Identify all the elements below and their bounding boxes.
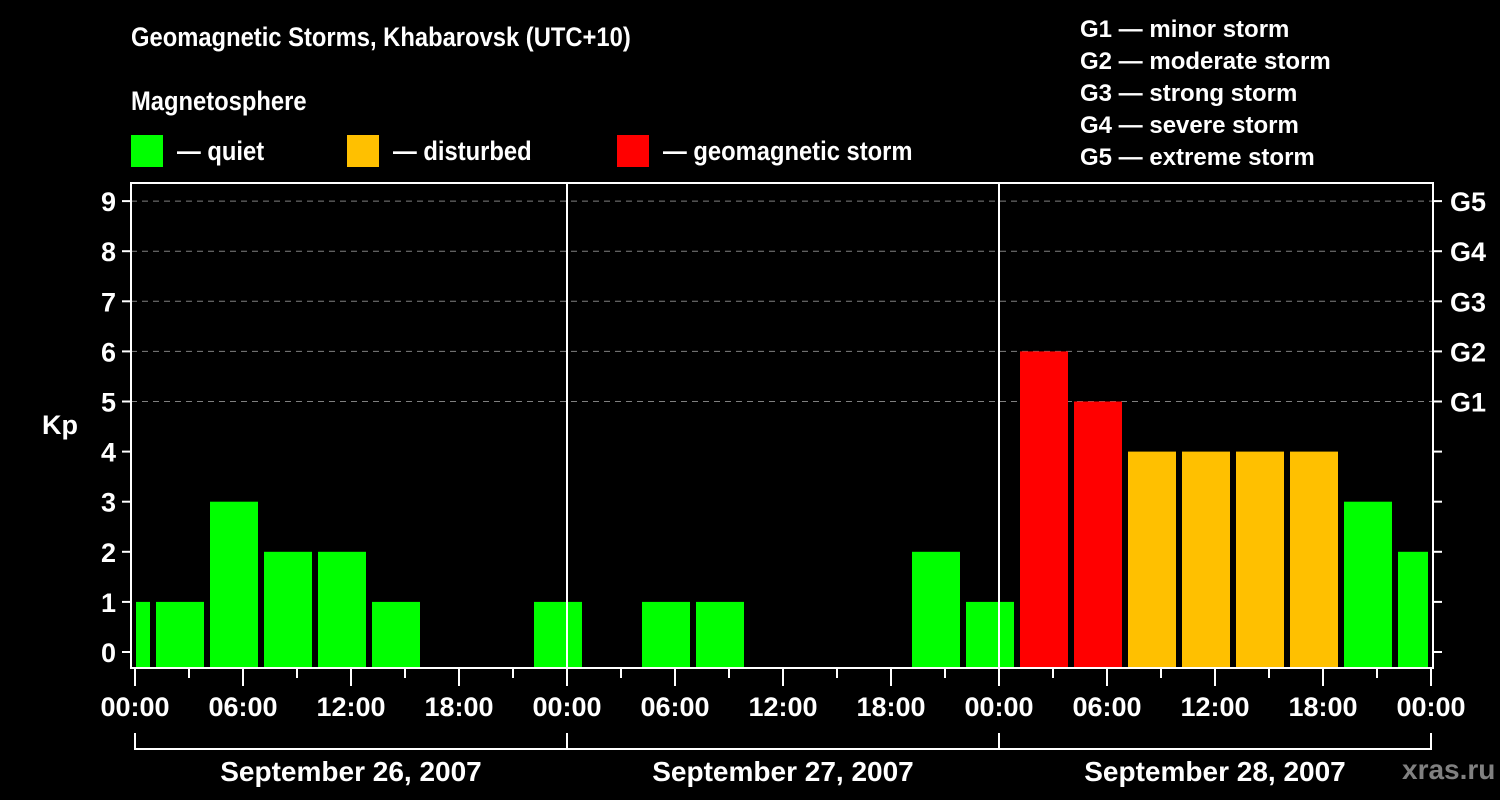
y-tick-label: 0 [101, 638, 116, 668]
x-tick-label: 18:00 [424, 692, 493, 722]
kp-bar [156, 601, 204, 668]
y-tick-label: 5 [101, 388, 116, 418]
y-tick-label: 9 [101, 187, 116, 217]
date-label: September 28, 2007 [1084, 756, 1346, 787]
disturbed-swatch-icon [347, 135, 379, 167]
kp-bar [1182, 451, 1230, 668]
y-axis-label: Kp [42, 410, 78, 440]
g-level-label: G3 [1450, 287, 1486, 317]
storm-swatch-icon [617, 135, 649, 167]
kp-bar [1128, 451, 1176, 668]
x-tick-label: 12:00 [1180, 692, 1249, 722]
x-tick-label: 00:00 [964, 692, 1033, 722]
legend-disturbed-label: — disturbed [393, 135, 532, 166]
x-tick-label: 18:00 [856, 692, 925, 722]
x-tick-label: 12:00 [748, 692, 817, 722]
kp-bar [1074, 401, 1122, 668]
kp-bar [264, 551, 312, 668]
g-level-label: G1 [1450, 388, 1486, 418]
legend-storm-label: — geomagnetic storm [663, 135, 913, 166]
kp-bar [1020, 351, 1068, 668]
date-bracket [134, 733, 1432, 750]
kp-bar [642, 601, 690, 668]
x-tick-label: 00:00 [532, 692, 601, 722]
legend-disturbed: — disturbed [347, 135, 551, 167]
kp-bar [534, 601, 582, 668]
kp-bar [696, 601, 744, 668]
kp-bar [966, 601, 1014, 668]
y-tick-label: 6 [101, 337, 116, 367]
legend-heading: Magnetosphere [131, 86, 307, 116]
x-tick-label: 06:00 [1072, 692, 1141, 722]
g-scale-legend: G1 — minor storm G2 — moderate storm G3 … [1080, 14, 1331, 174]
kp-bar [210, 501, 258, 668]
x-tick-label: 00:00 [1396, 692, 1465, 722]
y-tick-label: 8 [101, 237, 116, 267]
g-level-label: G4 [1450, 237, 1486, 267]
kp-bar [136, 601, 150, 668]
date-label: September 26, 2007 [220, 756, 482, 787]
g-scale-item: G5 — extreme storm [1080, 144, 1315, 171]
g-level-label: G5 [1450, 187, 1486, 217]
chart-title: Geomagnetic Storms, Khabarovsk (UTC+10) [131, 22, 631, 52]
g-scale-item: G1 — minor storm [1080, 16, 1290, 43]
kp-bar [1236, 451, 1284, 668]
y-tick-label: 4 [101, 438, 116, 468]
date-label: September 27, 2007 [652, 756, 914, 787]
gridlines [131, 200, 1433, 402]
kp-bar [1290, 451, 1338, 668]
legend-storm: — geomagnetic storm [617, 135, 947, 167]
y-tick-label: 1 [101, 588, 116, 618]
kp-bar [912, 551, 960, 668]
y-tick-label: 7 [101, 287, 116, 317]
watermark: xras.ru [1402, 754, 1496, 785]
g-scale-item: G3 — strong storm [1080, 80, 1298, 107]
x-tick-label: 06:00 [208, 692, 277, 722]
bars [136, 351, 1428, 668]
kp-bar [1398, 551, 1428, 668]
quiet-swatch-icon [131, 135, 163, 167]
g-scale-item: G2 — moderate storm [1080, 48, 1331, 75]
g-level-label: G2 [1450, 337, 1486, 367]
y-tick-label: 3 [101, 488, 116, 518]
x-tick-label: 06:00 [640, 692, 709, 722]
kp-bar [372, 601, 420, 668]
legend-quiet: — quiet [131, 135, 276, 167]
kp-bar [1344, 501, 1392, 668]
tick-labels: 0 1 2 3 4 5 G1 6 G2 7 G3 8 G4 9 G5 00:00 06:00 12:00 18:00… [100, 187, 1486, 787]
g-scale-item: G4 — severe storm [1080, 112, 1299, 139]
x-tick-label: 00:00 [100, 692, 169, 722]
x-tick-label: 12:00 [316, 692, 385, 722]
x-tick-label: 18:00 [1288, 692, 1357, 722]
kp-bar [318, 551, 366, 668]
y-tick-label: 2 [101, 538, 116, 568]
legend-quiet-label: — quiet [177, 135, 265, 166]
axes [122, 182, 1442, 750]
